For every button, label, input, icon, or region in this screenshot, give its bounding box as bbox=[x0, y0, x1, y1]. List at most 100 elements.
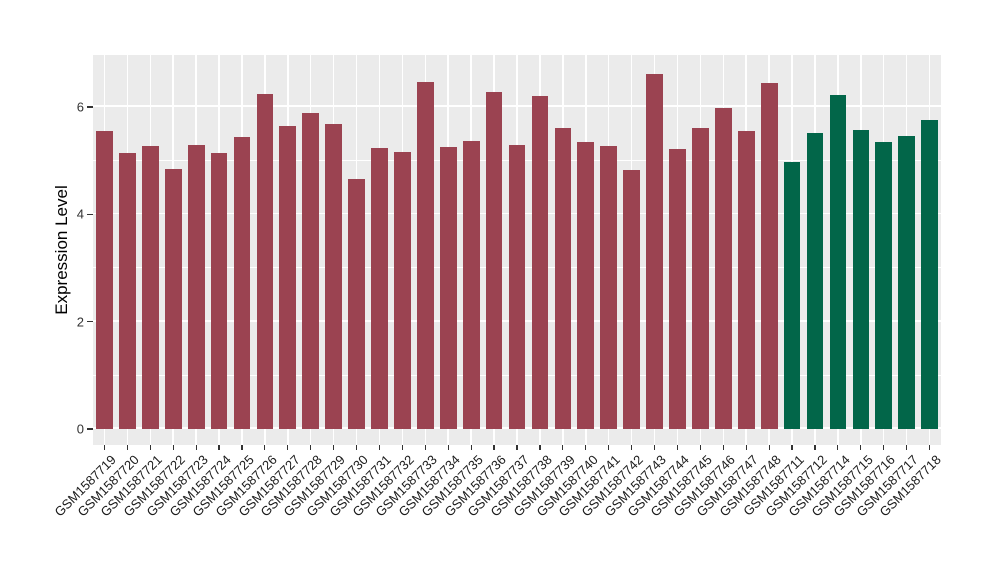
plot-panel bbox=[93, 55, 941, 445]
x-tick-mark bbox=[539, 445, 541, 450]
x-tick-mark bbox=[493, 445, 495, 450]
x-tick-mark bbox=[103, 445, 106, 450]
bar-slot bbox=[483, 55, 506, 429]
bar-GSM1587732 bbox=[394, 151, 411, 429]
bar-GSM1587735 bbox=[462, 140, 480, 429]
bar-GSM1587745 bbox=[692, 128, 709, 429]
x-tick-mark bbox=[378, 445, 381, 450]
bar-GSM1587726 bbox=[256, 93, 274, 429]
x-tick-mark bbox=[172, 445, 174, 450]
bar-slot bbox=[758, 55, 781, 429]
bar-GSM1587740 bbox=[577, 141, 595, 429]
bar-slot bbox=[116, 55, 139, 429]
bar-slot bbox=[93, 55, 116, 429]
x-tick-mark bbox=[562, 445, 564, 450]
x-tick-mark bbox=[218, 445, 220, 450]
bar-GSM1587717 bbox=[898, 135, 916, 429]
x-tick-mark bbox=[424, 445, 426, 450]
y-axis-title: Expression Level bbox=[52, 185, 71, 315]
bar-GSM1587744 bbox=[669, 149, 686, 429]
bar-GSM1587743 bbox=[646, 74, 663, 429]
bar-GSM1587723 bbox=[187, 144, 205, 429]
bar-slot bbox=[666, 55, 689, 429]
x-tick-mark bbox=[791, 445, 793, 450]
bar-slot bbox=[139, 55, 162, 429]
x-tick-mark bbox=[470, 445, 472, 450]
x-tick-mark bbox=[608, 445, 610, 450]
bar-GSM1587719 bbox=[96, 131, 113, 429]
bar-slot bbox=[437, 55, 460, 429]
bar-slot bbox=[529, 55, 552, 429]
x-tick-mark bbox=[585, 445, 587, 450]
bar-GSM1587728 bbox=[302, 113, 320, 429]
x-tick-mark bbox=[264, 445, 266, 450]
bar-slot bbox=[597, 55, 620, 429]
bar-slot bbox=[414, 55, 437, 429]
x-tick-mark bbox=[676, 445, 679, 450]
x-tick-mark bbox=[837, 445, 839, 450]
bar-slot bbox=[574, 55, 597, 429]
bar-GSM1587736 bbox=[485, 91, 503, 429]
bar-GSM1587729 bbox=[325, 123, 343, 429]
bar-GSM1587720 bbox=[119, 152, 136, 429]
y-tick-mark bbox=[87, 106, 93, 108]
bar-GSM1587741 bbox=[600, 146, 618, 429]
bar-slot bbox=[299, 55, 322, 429]
bar-GSM1587737 bbox=[508, 144, 526, 429]
x-tick-mark bbox=[401, 445, 403, 450]
bar-GSM1587712 bbox=[806, 132, 824, 429]
bar-GSM1587746 bbox=[714, 108, 732, 429]
bar-GSM1587747 bbox=[737, 131, 755, 429]
x-tick-mark bbox=[310, 445, 312, 450]
bar-GSM1587718 bbox=[921, 119, 938, 429]
bar-slot bbox=[804, 55, 827, 429]
bar-slot bbox=[918, 55, 941, 429]
bar-GSM1587711 bbox=[783, 162, 801, 429]
x-tick-mark bbox=[722, 445, 724, 450]
y-tick-label: 0 bbox=[76, 421, 84, 437]
y-tick-label: 4 bbox=[76, 206, 84, 222]
bar-slot bbox=[322, 55, 345, 429]
bar-GSM1587730 bbox=[348, 179, 365, 429]
major-gridline bbox=[93, 105, 941, 107]
bar-GSM1587716 bbox=[875, 142, 893, 429]
bar-slot bbox=[231, 55, 254, 429]
bar-GSM1587748 bbox=[760, 83, 778, 429]
bar-GSM1587733 bbox=[417, 81, 434, 429]
bar-slot bbox=[849, 55, 872, 429]
x-tick-mark bbox=[814, 445, 816, 450]
x-tick-mark bbox=[287, 445, 289, 450]
x-tick-mark bbox=[195, 445, 197, 450]
x-tick-mark bbox=[768, 445, 770, 450]
bar-GSM1587739 bbox=[554, 128, 572, 429]
bar-slot bbox=[368, 55, 391, 429]
x-tick-mark bbox=[699, 445, 701, 450]
x-tick-mark bbox=[928, 445, 931, 450]
x-tick-mark bbox=[906, 445, 908, 450]
x-tick-mark bbox=[447, 445, 449, 450]
y-tick-label: 6 bbox=[76, 99, 84, 115]
y-tick-mark bbox=[87, 321, 93, 323]
bar-slot bbox=[872, 55, 895, 429]
bar-GSM1587715 bbox=[852, 130, 870, 429]
bar-slot bbox=[460, 55, 483, 429]
bar-slot bbox=[735, 55, 758, 429]
x-tick-mark bbox=[653, 445, 656, 450]
x-tick-mark bbox=[126, 445, 128, 450]
bar-GSM1587721 bbox=[141, 145, 159, 429]
x-tick-mark bbox=[745, 445, 747, 450]
bar-slot bbox=[689, 55, 712, 429]
x-tick-mark bbox=[241, 445, 243, 450]
bar-slot bbox=[506, 55, 529, 429]
x-tick-mark bbox=[860, 445, 862, 450]
bar-slot bbox=[276, 55, 299, 429]
bar-slot bbox=[162, 55, 185, 429]
bar-slot bbox=[391, 55, 414, 429]
bar-slot bbox=[895, 55, 918, 429]
x-tick-mark bbox=[883, 445, 885, 450]
x-tick-mark bbox=[355, 445, 358, 450]
bars-container bbox=[93, 55, 941, 429]
bar-GSM1587742 bbox=[623, 170, 641, 429]
y-tick-mark bbox=[87, 213, 93, 215]
